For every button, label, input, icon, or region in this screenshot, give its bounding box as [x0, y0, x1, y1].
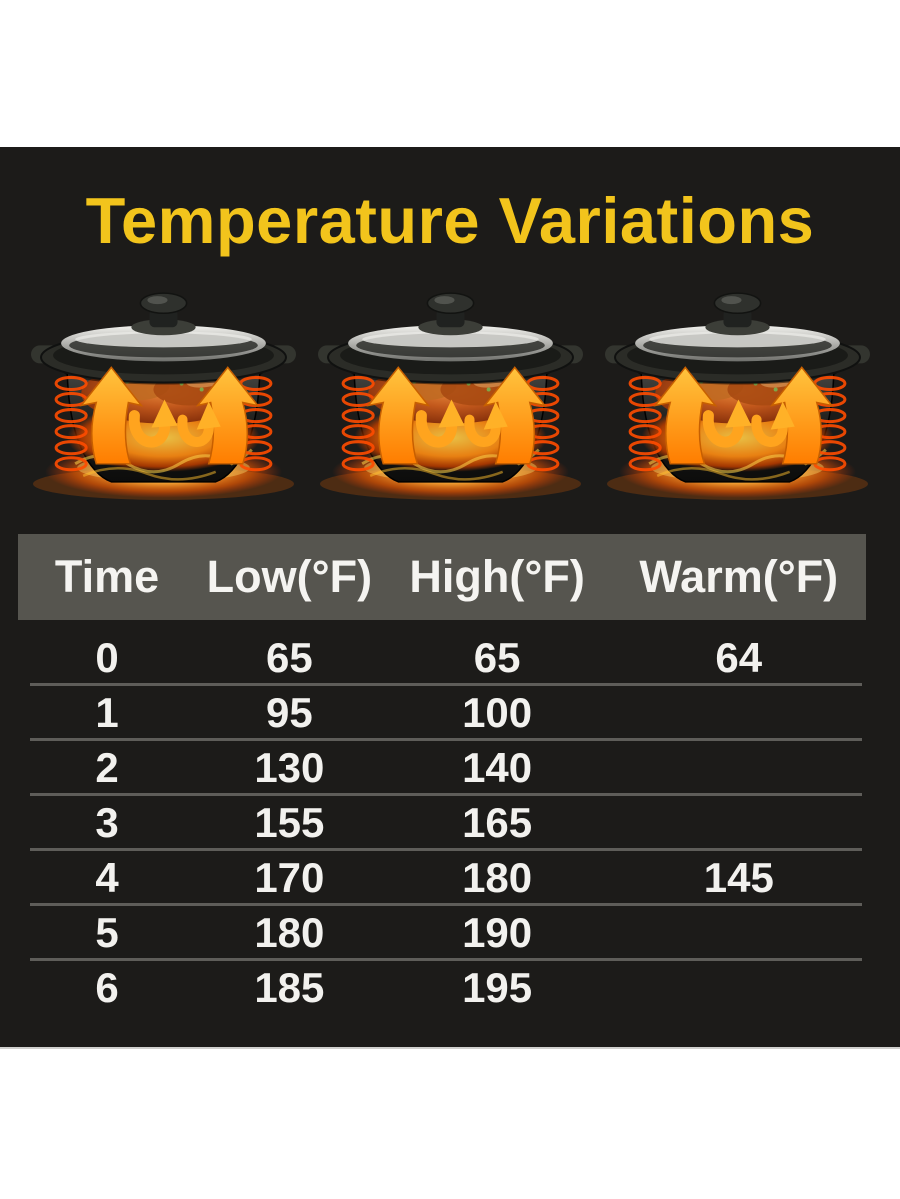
table-cell: 185: [254, 963, 325, 1011]
table-cell: 130: [254, 743, 325, 791]
table-cell: 5: [95, 908, 119, 956]
column-header-warm: Warm(°F): [639, 551, 839, 602]
table-cell: 3: [95, 798, 119, 846]
pot-illustrations-row: [0, 287, 900, 500]
table-row: 1 95 100: [18, 685, 866, 741]
table-cell: 170: [254, 853, 325, 901]
column-header-high: High(°F): [409, 551, 585, 602]
table-row: 3 155 165: [18, 795, 866, 851]
infographic-panel: Temperature Variations Time Low(°F) High…: [0, 147, 900, 1049]
table-cell: 1: [95, 688, 119, 736]
table-row: 4 170 180 145: [18, 850, 866, 906]
slow-cooker-heat-circulation-icon: [31, 287, 296, 500]
table-row: 6 185 195: [18, 960, 866, 1015]
table-body: 0 65 65 64 1 95 100 2 130 140 3 155 165 4 170 180 145 5 18…: [18, 630, 866, 1015]
table-row: 0 65 65 64: [18, 630, 866, 686]
table-cell: 180: [254, 908, 325, 956]
table-cell: 195: [462, 963, 533, 1011]
table-cell: 65: [265, 633, 313, 681]
table-cell: 140: [462, 743, 533, 791]
column-header-time: Time: [54, 551, 160, 602]
table-cell: 6: [95, 963, 119, 1011]
slow-cooker-heat-circulation-icon: [318, 287, 583, 500]
table-row: 5 180 190: [18, 905, 866, 961]
table-cell: 145: [703, 853, 774, 901]
table-cell: 180: [462, 853, 533, 901]
table-cell: 65: [473, 633, 521, 681]
table-cell: 100: [462, 688, 533, 736]
table-cell: 155: [254, 798, 325, 846]
table-cell: 2: [95, 743, 119, 791]
table-cell: 64: [715, 633, 763, 681]
column-header-low: Low(°F): [206, 551, 373, 602]
table-cell: 0: [95, 633, 119, 681]
page-title: Temperature Variations: [85, 184, 815, 257]
table-cell: 4: [95, 853, 119, 901]
table-cell: 95: [265, 688, 313, 736]
table-cell: 165: [462, 798, 533, 846]
table-row: 2 130 140: [18, 740, 866, 796]
slow-cooker-heat-circulation-icon: [605, 287, 870, 500]
table-cell: 190: [462, 908, 533, 956]
table-header: Time Low(°F) High(°F) Warm(°F): [18, 534, 866, 620]
